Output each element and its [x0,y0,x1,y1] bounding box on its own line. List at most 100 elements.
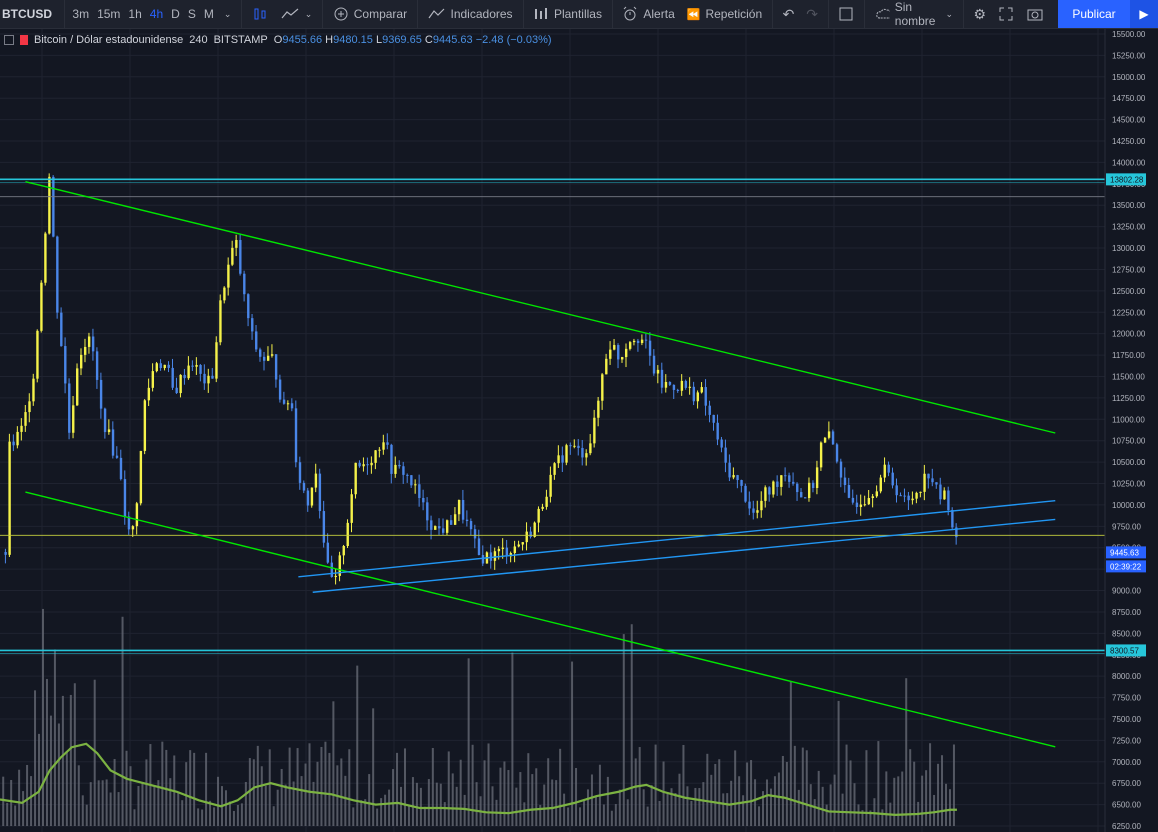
low-label: L [375,34,383,46]
volume-bar [694,787,697,826]
candle-body [911,498,914,501]
candle-body [111,429,115,456]
layout-menu[interactable]: Sin nombre ⌄ [869,0,959,28]
timeframe-dropdown[interactable]: ⌄ [218,9,238,20]
candle-body [589,443,592,454]
timeframe-m[interactable]: M [203,7,214,21]
price-tick-label: 6500.00 [1112,801,1141,810]
candle-body [95,351,99,380]
candle-body [131,526,135,530]
candle-body [302,482,306,491]
candle-body [823,437,827,443]
volume-bar [280,768,283,826]
templates-icon [534,8,547,19]
candle-body [871,496,875,499]
candle-body [123,479,127,517]
price-tick-label: 10250.00 [1112,480,1146,489]
candle-body [12,441,15,446]
volume-bar [758,806,761,826]
candle-body [565,445,568,463]
collapse-legend-icon[interactable] [4,35,14,45]
volume-bar [388,789,391,826]
volume-bar [527,753,530,826]
volume-bar [364,799,367,826]
chart-type-button[interactable] [246,6,274,22]
volume-bar [714,763,717,826]
flag-icon[interactable] [20,35,28,45]
price-chart[interactable]: 15500.00 15250.00 15000.00 14750.00 14500.00… [0,29,1158,832]
volume-bar [813,799,816,826]
fullscreen-toggle[interactable] [832,6,860,22]
candle-body [481,555,485,564]
candle-body [903,495,906,497]
volume-bar [654,744,657,826]
undo-button[interactable]: ↶ [777,6,801,23]
indicators-button[interactable]: Indicadores [422,6,519,22]
candle-body [640,339,644,344]
volume-bar [153,785,156,826]
line-chart-button[interactable]: ⌄ [274,6,319,22]
volume-bar [805,750,808,826]
candle-body [847,485,851,498]
expand-button[interactable] [992,6,1020,22]
legend-title[interactable]: Bitcoin / Dólar estadounidense [34,34,184,46]
candle-body [87,336,91,347]
candle-body [382,442,385,450]
candle-body [613,345,616,350]
volume-bar [260,766,263,826]
candle-body [919,491,922,493]
candle-body [648,340,652,356]
volume-bar [411,777,414,826]
candle-body [756,510,759,513]
candle-body [430,520,433,530]
candle-body [215,342,218,379]
volume-bar [503,761,506,826]
volume-bar [750,760,753,826]
candle-body [199,364,202,374]
volume-bar [686,786,689,826]
publish-button[interactable]: Publicar [1058,0,1130,28]
redo-button[interactable]: ↷ [800,6,824,23]
top-toolbar: BTCUSD 3m 15m 1h 4h D S M ⌄ ⌄ Comparar I… [0,0,1158,29]
candle-body [219,300,222,343]
timeframe-3m[interactable]: 3m [72,7,90,21]
price-tick-label: 6750.00 [1112,779,1141,788]
snapshot-button[interactable] [1020,6,1050,22]
timeframe-s[interactable]: S [187,7,196,21]
volume-bar [30,776,33,826]
candle-body [262,356,266,361]
timeframe-15m[interactable]: 15m [97,7,121,21]
volume-bar [487,743,490,826]
volume-bar [801,747,804,826]
replay-button[interactable]: ⏪ Repetición [681,7,768,21]
templates-button[interactable]: Plantillas [527,6,608,22]
candle-body [636,340,640,344]
volume-bar [61,695,64,826]
alert-button[interactable]: Alerta [616,6,680,22]
volume-bar [205,752,208,826]
price-tick-label: 7250.00 [1112,736,1141,745]
play-button[interactable]: ▶ [1130,0,1158,28]
volume-bar [181,800,184,826]
rewind-icon: ⏪ [686,8,701,21]
timeframe-1h[interactable]: 1h [128,7,142,21]
price-tick-label: 8750.00 [1112,608,1141,617]
timeframe-d[interactable]: D [171,7,180,21]
candle-body [235,239,238,248]
candle-body [354,462,357,495]
candle-body [183,374,186,379]
candle-body [370,462,373,466]
volume-bar [682,744,685,826]
settings-button[interactable]: ⚙ [967,6,992,23]
candle-body [473,529,477,539]
compare-button[interactable]: Comparar [327,6,413,22]
price-tick-label: 9750.00 [1112,522,1141,531]
trendlines [25,181,1056,748]
symbol-search[interactable]: BTCUSD [2,7,52,21]
candle-body [700,387,703,393]
legend-exchange: BITSTAMP [213,34,268,46]
candle-body [493,551,497,561]
timeframe-4h[interactable]: 4h [149,7,164,21]
volume-bar [240,803,243,826]
candle-body [617,345,620,360]
